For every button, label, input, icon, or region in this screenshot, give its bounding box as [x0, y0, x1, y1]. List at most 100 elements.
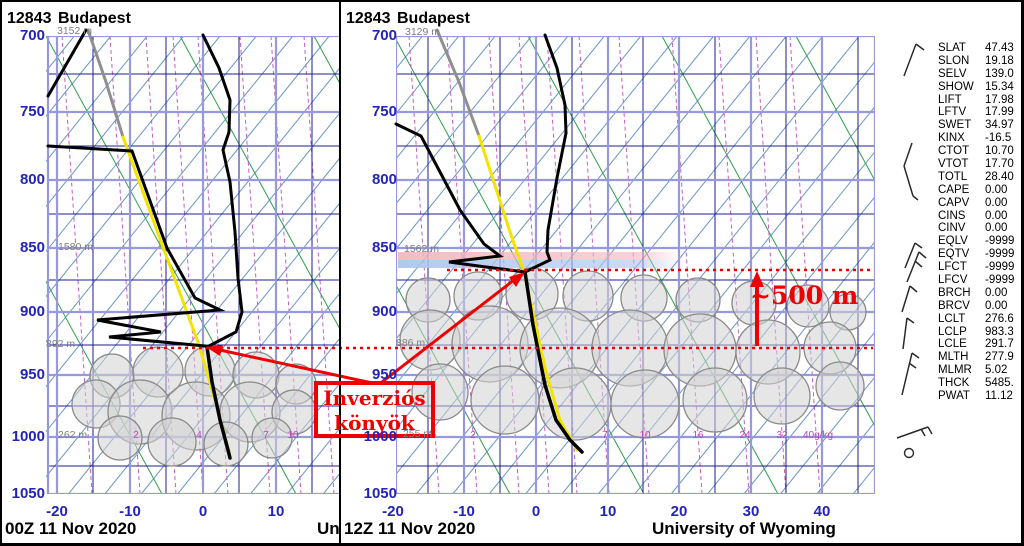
index-row: MLTH 277.9: [938, 351, 1024, 364]
index-value: 0.00: [985, 183, 1008, 196]
index-value: 17.98: [985, 93, 1014, 106]
right-station-id: 12843: [346, 10, 391, 27]
index-row: SHOW 15.34: [938, 81, 1024, 94]
index-value: -9999: [985, 235, 1015, 248]
right-height-label: 3129 m: [405, 26, 441, 38]
left-pressure-label: 700: [19, 27, 45, 44]
index-label: LCLP: [938, 325, 967, 338]
right-pressure-label: 750: [371, 103, 397, 120]
index-row: EQTV -9999: [938, 248, 1024, 261]
left-traces: [46, 28, 244, 460]
index-value: 983.3: [985, 325, 1014, 338]
left-mixing-ratio-label: 2: [133, 430, 139, 441]
index-label: SLAT: [938, 42, 966, 54]
index-value: 139.0: [985, 67, 1014, 80]
right-height-label: 255 m: [403, 428, 433, 440]
wind-barb-column: [896, 43, 933, 459]
index-value: -9999: [985, 274, 1015, 287]
left-temp-tick-label: 10: [267, 503, 285, 520]
left-pressure-label: 1050: [11, 485, 45, 502]
index-value: 0.00: [985, 196, 1008, 209]
index-label: MLMR: [938, 364, 972, 377]
left-station-name: Budapest: [58, 10, 131, 27]
index-label: SELV: [938, 67, 967, 80]
index-value: 0.00: [985, 286, 1008, 299]
left-pressure-label: 950: [19, 366, 45, 383]
index-label: SHOW: [938, 80, 974, 93]
left-mixing-ratio-label: 10: [287, 430, 299, 441]
index-label: BRCH: [938, 286, 971, 299]
left-cloud: [71, 345, 317, 467]
left-mixing-ratio-label: 7: [263, 430, 269, 441]
index-row: CINV 0.00: [938, 222, 1024, 235]
left-pressure-label: 1000: [11, 428, 45, 445]
index-row: TOTL 28.40: [938, 171, 1024, 184]
right-mixing-ratio-label: 10: [639, 430, 651, 441]
index-label: LFCT: [938, 261, 967, 274]
left-height-label: 3152 m: [57, 25, 93, 37]
index-label: VTOT: [938, 158, 969, 171]
index-label: PWAT: [938, 390, 970, 403]
right-mixing-ratio-label: 40g/kg: [802, 430, 834, 441]
index-row: CAPV 0.00: [938, 197, 1024, 210]
index-row: LFCV -9999: [938, 274, 1024, 287]
right-pressure-label: 850: [371, 239, 397, 256]
index-value: 277.9: [985, 351, 1014, 364]
index-row: LFTV 17.99: [938, 106, 1024, 119]
index-value: -9999: [985, 261, 1015, 274]
index-value: 0.00: [985, 222, 1008, 235]
right-mixing-ratio-label: 2: [470, 430, 476, 441]
index-row: LCLP 983.3: [938, 326, 1024, 339]
inversion-label-line2: könyök: [334, 411, 415, 435]
inversion-depth-label: ~500 m: [750, 281, 859, 310]
index-row: CAPE 0.00: [938, 184, 1024, 197]
index-row: LFCT -9999: [938, 261, 1024, 274]
index-label: SLON: [938, 54, 970, 67]
index-value: 276.6: [985, 312, 1014, 325]
index-label: CINS: [938, 209, 966, 222]
inversion-annotation-box: Inverziós könyök: [314, 381, 435, 438]
index-row: SELV 139.0: [938, 68, 1024, 81]
left-pressure-label: 750: [19, 103, 45, 120]
index-row: LCLE 291.7: [938, 338, 1024, 351]
right-mixing-ratio-label: 24: [739, 430, 751, 441]
left-height-label: 1580 m: [58, 241, 94, 253]
index-row: PWAT 11.12: [938, 390, 1024, 403]
index-row: LCLT 276.6: [938, 313, 1024, 326]
index-value: 17.99: [985, 106, 1014, 119]
index-label: SWET: [938, 119, 972, 132]
right-pressure-label: 700: [371, 27, 397, 44]
left-temp-tick-label: -10: [119, 503, 141, 520]
right-height-label: 1562 m: [404, 243, 440, 255]
right-pressure-label: 900: [371, 303, 397, 320]
index-label: CAPV: [938, 196, 970, 209]
index-label: LCLE: [938, 338, 967, 351]
index-row: LIFT 17.98: [938, 94, 1024, 107]
frame-left: [0, 0, 2, 546]
right-temp-tick-label: -10: [453, 503, 475, 520]
right-pressure-label: 1000: [363, 428, 397, 445]
index-row: SWET 34.97: [938, 119, 1024, 132]
index-label: LFTV: [938, 106, 967, 119]
index-value: 5.02: [985, 364, 1008, 377]
index-row: CINS 0.00: [938, 210, 1024, 223]
frame-right: [1021, 0, 1024, 546]
red-annotations: [143, 268, 873, 385]
index-label: CINV: [938, 222, 966, 235]
left-height-label: 892 m: [46, 338, 76, 350]
index-row: SLON 19.18: [938, 55, 1024, 68]
index-value: 0.00: [985, 209, 1008, 222]
right-pressure-label: 800: [371, 171, 397, 188]
right-mixing-ratio-label: 7: [602, 430, 608, 441]
indices-table: SLAT 47.43 SLON 19.18 SELV 139.0 SHOW 15.34 LIFT…: [938, 42, 1024, 403]
left-pressure-label: 900: [19, 303, 45, 320]
right-temp-tick-label: 30: [742, 503, 760, 520]
right-temp-tick-label: 10: [599, 503, 617, 520]
left-height-label: 262 m: [58, 429, 88, 441]
index-value: 5485.: [985, 377, 1014, 390]
right-traces: [394, 28, 584, 454]
right-mixing-ratio-label: 32: [776, 430, 788, 441]
index-row: KINX -16.5: [938, 132, 1024, 145]
index-label: CAPE: [938, 183, 970, 196]
